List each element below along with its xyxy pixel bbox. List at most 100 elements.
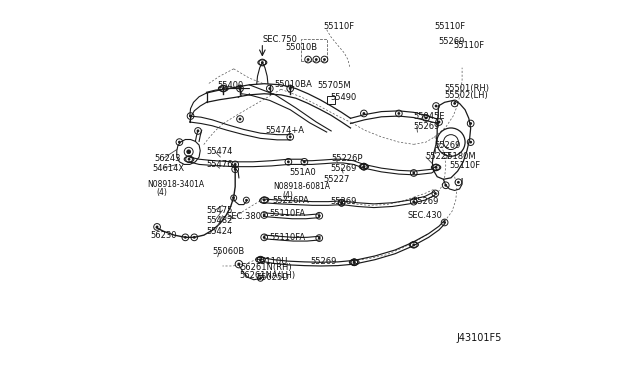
Text: (4): (4)	[156, 188, 167, 197]
Circle shape	[307, 58, 310, 61]
Circle shape	[259, 277, 262, 279]
Circle shape	[156, 225, 159, 228]
Circle shape	[259, 258, 262, 261]
Text: 55010BA: 55010BA	[275, 80, 312, 89]
Text: 55060B: 55060B	[212, 247, 244, 256]
Text: 55227: 55227	[324, 175, 350, 184]
Circle shape	[232, 197, 235, 199]
Text: SEC.430: SEC.430	[408, 211, 442, 219]
Text: 55010B: 55010B	[286, 43, 318, 52]
Circle shape	[315, 58, 317, 61]
Circle shape	[187, 150, 191, 154]
Text: 55110FA: 55110FA	[270, 233, 306, 242]
Circle shape	[318, 214, 321, 217]
Circle shape	[412, 243, 415, 246]
Circle shape	[189, 115, 192, 118]
Text: N08918-6081A: N08918-6081A	[273, 182, 330, 191]
Text: 55475: 55475	[207, 206, 233, 215]
Circle shape	[289, 135, 292, 138]
Circle shape	[435, 166, 438, 169]
Circle shape	[239, 118, 241, 121]
Circle shape	[196, 129, 200, 132]
Circle shape	[444, 221, 446, 224]
Circle shape	[444, 184, 447, 187]
Text: 55269: 55269	[310, 257, 337, 266]
Circle shape	[412, 200, 415, 203]
Circle shape	[457, 181, 460, 184]
Text: 55269: 55269	[413, 122, 440, 131]
Text: 55482: 55482	[207, 216, 233, 225]
Text: J43101F5: J43101F5	[457, 333, 502, 343]
Circle shape	[239, 87, 241, 90]
Text: 55110U: 55110U	[255, 257, 287, 266]
Circle shape	[323, 58, 326, 61]
Text: SEC.750: SEC.750	[262, 35, 297, 44]
Text: 55180M: 55180M	[442, 153, 476, 161]
Circle shape	[245, 199, 248, 201]
Text: N08918-3401A: N08918-3401A	[147, 180, 204, 189]
Circle shape	[397, 112, 400, 115]
Circle shape	[234, 168, 237, 171]
Text: 55476: 55476	[207, 160, 233, 169]
Text: 55705M: 55705M	[317, 81, 351, 90]
Circle shape	[438, 121, 440, 124]
Text: 56261N(RH): 56261N(RH)	[240, 263, 292, 272]
Text: 55110F: 55110F	[449, 161, 481, 170]
Circle shape	[353, 261, 356, 264]
Circle shape	[412, 171, 415, 174]
Text: 54614X: 54614X	[152, 164, 185, 173]
Circle shape	[318, 237, 321, 240]
Text: 55110F: 55110F	[324, 22, 355, 31]
Circle shape	[234, 163, 237, 166]
Circle shape	[469, 122, 472, 125]
Text: 55226P: 55226P	[331, 154, 363, 163]
Text: 56230: 56230	[151, 231, 177, 240]
Text: 55502(LH): 55502(LH)	[445, 92, 488, 100]
Circle shape	[184, 236, 187, 239]
Circle shape	[263, 236, 266, 239]
Text: 55110FA: 55110FA	[270, 209, 306, 218]
Text: 551A0: 551A0	[289, 169, 316, 177]
Text: 55025D: 55025D	[257, 273, 289, 282]
Circle shape	[453, 102, 456, 105]
Circle shape	[287, 160, 290, 163]
Circle shape	[340, 201, 343, 204]
Text: 55269: 55269	[435, 141, 461, 150]
Circle shape	[469, 141, 472, 144]
Text: 55269: 55269	[330, 164, 356, 173]
Text: 55400: 55400	[218, 81, 244, 90]
Circle shape	[435, 105, 438, 108]
Text: 55501(RH): 55501(RH)	[445, 84, 490, 93]
Circle shape	[188, 158, 191, 161]
Text: 55110F: 55110F	[453, 41, 484, 50]
Text: 55227: 55227	[425, 153, 451, 161]
Circle shape	[289, 87, 292, 90]
Circle shape	[362, 112, 365, 115]
Text: 55490: 55490	[330, 93, 356, 102]
Circle shape	[424, 116, 428, 119]
Circle shape	[188, 151, 189, 153]
Text: 55226PA: 55226PA	[273, 196, 309, 205]
Circle shape	[303, 160, 306, 163]
Circle shape	[263, 214, 266, 217]
Circle shape	[434, 192, 436, 195]
Circle shape	[193, 236, 196, 239]
Text: 55269: 55269	[330, 197, 356, 206]
Text: 55269: 55269	[412, 197, 438, 206]
Text: 55474: 55474	[207, 147, 233, 156]
Circle shape	[237, 263, 241, 266]
Circle shape	[362, 165, 365, 168]
Circle shape	[362, 165, 365, 168]
Circle shape	[261, 61, 264, 64]
Text: 55269: 55269	[438, 37, 465, 46]
Circle shape	[340, 201, 343, 204]
Circle shape	[222, 87, 225, 90]
Text: (4): (4)	[282, 191, 293, 200]
Text: 55424: 55424	[207, 227, 233, 236]
Circle shape	[268, 87, 271, 90]
Circle shape	[178, 141, 180, 144]
Text: 55474+A: 55474+A	[265, 126, 304, 135]
Text: 56243: 56243	[154, 154, 181, 163]
Text: 56261NA(LH): 56261NA(LH)	[239, 271, 295, 280]
Circle shape	[263, 199, 266, 202]
